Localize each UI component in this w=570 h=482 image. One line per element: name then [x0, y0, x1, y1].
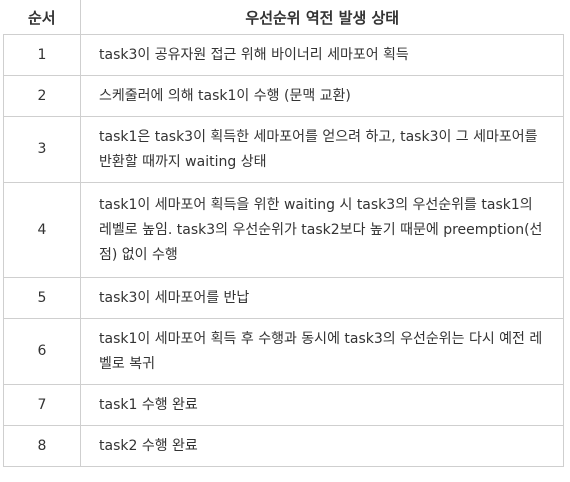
row-number: 3	[3, 116, 81, 183]
row-description: task3이 세마포어를 반납	[80, 277, 564, 319]
row-description: task1은 task3이 획득한 세마포어를 얻으려 하고, task3이 그…	[80, 116, 564, 183]
row-number: 7	[3, 384, 81, 426]
row-description: 스케줄러에 의해 task1이 수행 (문맥 교환)	[80, 75, 564, 117]
table-row: 2 스케줄러에 의해 task1이 수행 (문맥 교환)	[3, 75, 564, 117]
table-row: 7 task1 수행 완료	[3, 384, 564, 426]
row-number: 6	[3, 318, 81, 385]
header-order: 순서	[3, 0, 81, 35]
row-description: task3이 공유자원 접근 위해 바이너리 세마포어 획득	[80, 34, 564, 76]
table-row: 1 task3이 공유자원 접근 위해 바이너리 세마포어 획득	[3, 34, 564, 76]
table-header-row: 순서 우선순위 역전 발생 상태	[3, 0, 564, 35]
row-description: task1 수행 완료	[80, 384, 564, 426]
row-number: 2	[3, 75, 81, 117]
row-description: task1이 세마포어 획득을 위한 waiting 시 task3의 우선순위…	[80, 182, 564, 278]
header-state: 우선순위 역전 발생 상태	[80, 0, 564, 35]
row-description: task2 수행 완료	[80, 425, 564, 467]
table-row: 4 task1이 세마포어 획득을 위한 waiting 시 task3의 우선…	[3, 182, 564, 278]
table-row: 5 task3이 세마포어를 반납	[3, 277, 564, 319]
table-row: 8 task2 수행 완료	[3, 425, 564, 467]
row-description: task1이 세마포어 획득 후 수행과 동시에 task3의 우선순위는 다시…	[80, 318, 564, 385]
priority-inversion-table: 순서 우선순위 역전 발생 상태 1 task3이 공유자원 접근 위해 바이너…	[3, 0, 564, 467]
table-row: 3 task1은 task3이 획득한 세마포어를 얻으려 하고, task3이…	[3, 116, 564, 183]
table-row: 6 task1이 세마포어 획득 후 수행과 동시에 task3의 우선순위는 …	[3, 318, 564, 385]
row-number: 1	[3, 34, 81, 76]
row-number: 4	[3, 182, 81, 278]
row-number: 8	[3, 425, 81, 467]
row-number: 5	[3, 277, 81, 319]
